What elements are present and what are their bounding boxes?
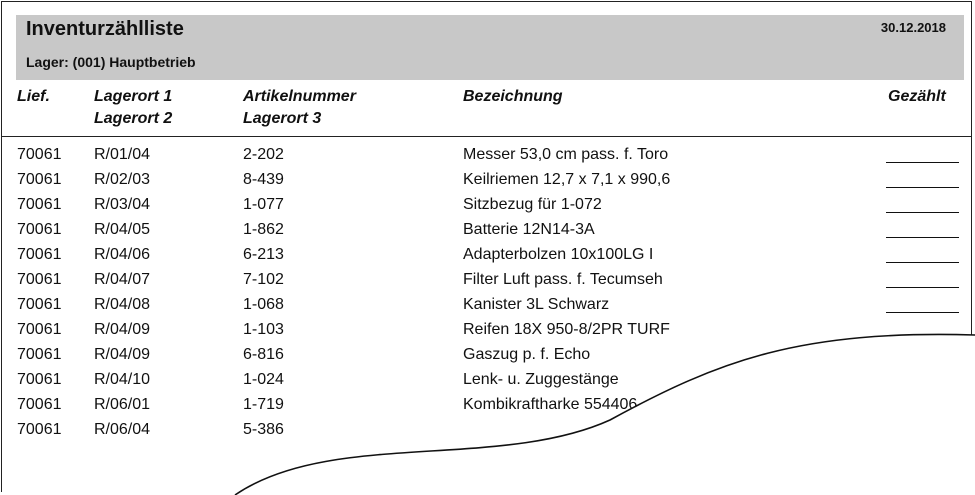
cell-lagerort: R/04/07 xyxy=(94,271,151,288)
cell-artikelnummer: 2-202 xyxy=(243,146,284,163)
column-label-artikelnummer: Artikelnummer xyxy=(243,88,356,105)
table-row: 70061 R/06/01 1-719 Kombikraftharke 5544… xyxy=(2,396,971,421)
cell-lagerort: R/04/08 xyxy=(94,296,151,313)
cell-lagerort: R/04/05 xyxy=(94,221,151,238)
torn-paper-fill xyxy=(235,334,975,495)
cell-bezeichnung: Kombikraftharke 554406 xyxy=(463,396,638,413)
count-line[interactable] xyxy=(886,262,959,263)
cell-lagerort: R/03/04 xyxy=(94,196,151,213)
count-line[interactable] xyxy=(886,162,959,163)
cell-bezeichnung: Sitzbezug für 1-072 xyxy=(463,196,602,213)
cell-artikelnummer: 1-103 xyxy=(243,321,284,338)
cell-bezeichnung: Batterie 12N14-3A xyxy=(463,221,595,238)
column-header-gezaehlt: Gezählt xyxy=(888,86,946,108)
cell-lief: 70061 xyxy=(17,396,62,413)
cell-lagerort: R/06/04 xyxy=(94,421,151,438)
header-divider xyxy=(2,136,971,137)
torn-paper-curve xyxy=(234,333,975,495)
cell-lagerort: R/04/09 xyxy=(94,346,151,363)
table-row: 70061 R/04/07 7-102 Filter Luft pass. f.… xyxy=(2,271,971,296)
cell-bezeichnung: Messer 53,0 cm pass. f. Toro xyxy=(463,146,669,163)
table-row: 70061 R/01/04 2-202 Messer 53,0 cm pass.… xyxy=(2,146,971,171)
cell-lief: 70061 xyxy=(17,196,62,213)
count-line[interactable] xyxy=(886,237,959,238)
cell-artikelnummer: 1-068 xyxy=(243,296,284,313)
column-label-bezeichnung: Bezeichnung xyxy=(463,88,563,105)
cell-lief: 70061 xyxy=(17,321,62,338)
cell-artikelnummer: 6-816 xyxy=(243,346,284,363)
document-header: Inventurzählliste 30.12.2018 Lager: (001… xyxy=(16,15,964,80)
count-line[interactable] xyxy=(886,312,959,313)
cell-lief: 70061 xyxy=(17,221,62,238)
table-row: 70061 R/04/10 1-024 Lenk- u. Zuggestänge xyxy=(2,371,971,396)
table-row: 70061 R/04/09 6-816 Gaszug p. f. Echo xyxy=(2,346,971,371)
cell-lagerort: R/02/03 xyxy=(94,171,151,188)
table-row: 70061 R/06/04 5-386 xyxy=(2,421,971,446)
cell-artikelnummer: 5-386 xyxy=(243,421,284,438)
cell-lagerort: R/04/06 xyxy=(94,246,151,263)
store-label: Lager: (001) Hauptbetrieb xyxy=(26,54,196,70)
column-label-lagerort-1: Lagerort 1 xyxy=(94,88,173,105)
column-header-artikelnummer: Artikelnummer Lagerort 3 xyxy=(243,86,356,130)
column-label-lief: Lief. xyxy=(17,88,50,105)
cell-lagerort: R/04/09 xyxy=(94,321,151,338)
cell-lagerort: R/01/04 xyxy=(94,146,151,163)
cell-artikelnummer: 1-719 xyxy=(243,396,284,413)
cell-lagerort: R/04/10 xyxy=(94,371,151,388)
cell-artikelnummer: 1-077 xyxy=(243,196,284,213)
count-line[interactable] xyxy=(886,212,959,213)
cell-artikelnummer: 1-024 xyxy=(243,371,284,388)
cell-lief: 70061 xyxy=(17,296,62,313)
cell-lief: 70061 xyxy=(17,371,62,388)
cell-lief: 70061 xyxy=(17,421,62,438)
cell-lief: 70061 xyxy=(17,171,62,188)
cell-lief: 70061 xyxy=(17,146,62,163)
table-row: 70061 R/04/08 1-068 Kanister 3L Schwarz xyxy=(2,296,971,321)
cell-bezeichnung: Kanister 3L Schwarz xyxy=(463,296,610,313)
cell-lief: 70061 xyxy=(17,346,62,363)
cell-bezeichnung: Reifen 18X 950-8/2PR TURF xyxy=(463,321,670,338)
cell-artikelnummer: 8-439 xyxy=(243,171,284,188)
cell-lief: 70061 xyxy=(17,246,62,263)
column-header-lagerort: Lagerort 1 Lagerort 2 xyxy=(94,86,172,130)
count-line[interactable] xyxy=(886,187,959,188)
table-row: 70061 R/04/06 6-213 Adapterbolzen 10x100… xyxy=(2,246,971,271)
cell-bezeichnung: Filter Luft pass. f. Tecumseh xyxy=(463,271,663,288)
document-title: Inventurzählliste xyxy=(26,18,184,40)
table-row: 70061 R/04/05 1-862 Batterie 12N14-3A xyxy=(2,221,971,246)
column-header-bezeichnung: Bezeichnung xyxy=(463,86,563,108)
column-label-gezaehlt: Gezählt xyxy=(888,88,946,105)
cell-lief: 70061 xyxy=(17,271,62,288)
document-date: 30.12.2018 xyxy=(880,20,946,35)
cell-bezeichnung: Gaszug p. f. Echo xyxy=(463,346,591,363)
table-row: 70061 R/03/04 1-077 Sitzbezug für 1-072 xyxy=(2,196,971,221)
column-header-lief: Lief. xyxy=(17,86,50,108)
count-line[interactable] xyxy=(886,287,959,288)
cell-lagerort: R/06/01 xyxy=(94,396,151,413)
cell-bezeichnung: Keilriemen 12,7 x 7,1 x 990,6 xyxy=(463,171,671,188)
cell-artikelnummer: 7-102 xyxy=(243,271,284,288)
column-label-lagerort-2: Lagerort 2 xyxy=(94,110,173,127)
cell-artikelnummer: 6-213 xyxy=(243,246,284,263)
table-row: 70061 R/02/03 8-439 Keilriemen 12,7 x 7,… xyxy=(2,171,971,196)
cell-artikelnummer: 1-862 xyxy=(243,221,284,238)
cell-bezeichnung: Lenk- u. Zuggestänge xyxy=(463,371,619,388)
column-label-lagerort-3: Lagerort 3 xyxy=(243,110,322,127)
cell-bezeichnung: Adapterbolzen 10x100LG I xyxy=(463,246,654,263)
